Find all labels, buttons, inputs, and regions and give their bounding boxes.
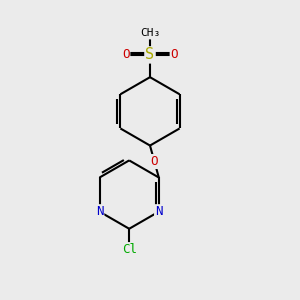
Text: O: O (122, 48, 129, 62)
Text: CH₃: CH₃ (140, 28, 160, 38)
Text: N: N (96, 205, 103, 218)
Text: Cl: Cl (122, 243, 137, 256)
Text: O: O (171, 48, 178, 62)
Text: O: O (151, 155, 158, 168)
Text: N: N (155, 205, 163, 218)
Text: S: S (146, 47, 154, 62)
